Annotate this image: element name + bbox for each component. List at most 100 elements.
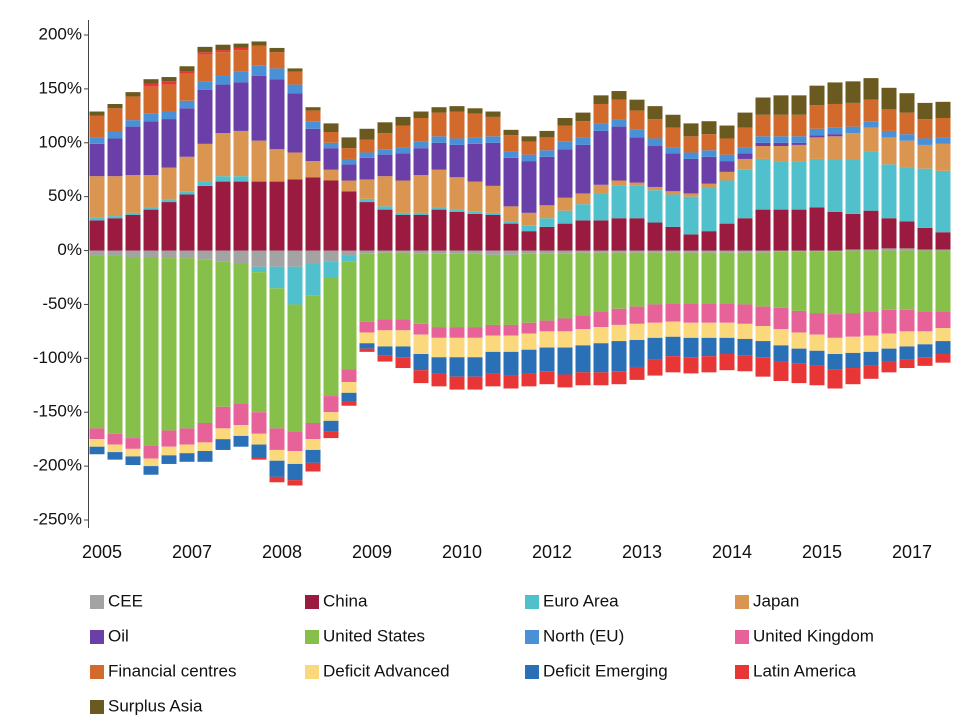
bar-segment <box>197 250 213 260</box>
bar-segment <box>197 181 213 186</box>
bar-segment <box>485 250 501 255</box>
bar-segment <box>521 161 537 213</box>
bar-segment <box>917 311 933 332</box>
bar-segment <box>161 446 177 456</box>
bar-segment <box>791 363 807 384</box>
bar-segment <box>809 250 825 252</box>
bar-segment <box>377 154 393 177</box>
bar-segment <box>665 303 681 322</box>
bar-segment <box>665 226 681 251</box>
bar-segment <box>755 250 771 253</box>
bar-segment <box>539 205 555 219</box>
bar-segment <box>341 180 357 192</box>
bar-segment <box>431 337 447 358</box>
bar-segment <box>485 254 501 325</box>
bar-segment <box>359 202 375 251</box>
bar-segment <box>881 248 897 251</box>
bar-segment <box>179 71 195 74</box>
bar-segment <box>881 164 897 219</box>
bar-segment <box>917 168 933 228</box>
bar-segment <box>539 150 555 157</box>
bar-segment <box>845 249 861 251</box>
bar-segment <box>449 376 465 390</box>
x-tick-label: 2012 <box>532 542 572 562</box>
bar-segment <box>521 322 537 334</box>
bar-segment <box>629 218 645 251</box>
bar-segment <box>575 121 591 138</box>
bar-segment <box>161 167 177 200</box>
bar-segment <box>881 348 897 362</box>
bar-segment <box>125 92 141 97</box>
bar-segment <box>305 449 321 463</box>
legend-label: China <box>323 591 368 610</box>
bar-segment <box>701 183 717 189</box>
bar-segment <box>755 136 771 143</box>
bar-segment <box>773 161 789 210</box>
bar-segment <box>305 295 321 423</box>
bar-segment <box>287 93 303 153</box>
bar-segment <box>881 218 897 249</box>
bar-segment <box>593 123 609 131</box>
bar-segment <box>287 250 303 267</box>
bar-segment <box>161 199 177 203</box>
bar-segment <box>359 321 375 333</box>
bar-segment <box>827 337 843 355</box>
bar-segment <box>269 266 285 289</box>
bar-segment <box>377 355 393 362</box>
bar-segment <box>215 439 231 450</box>
bar-segment <box>701 356 717 373</box>
bar-segment <box>395 250 411 253</box>
bar-segment <box>503 324 519 336</box>
bar-segment <box>881 309 897 334</box>
bar-segment <box>845 368 861 385</box>
bar-segment <box>935 137 951 144</box>
bar-segment <box>395 180 411 213</box>
bar-segment <box>629 99 645 111</box>
bar-segment <box>593 220 609 251</box>
bar-segment <box>755 252 771 307</box>
bar-segment <box>431 209 447 251</box>
bar-segment <box>593 311 609 328</box>
legend-swatch <box>735 595 749 609</box>
bar-segment <box>845 213 861 250</box>
bar-segment <box>899 359 915 369</box>
bar-segment <box>863 335 879 352</box>
bar-segment <box>251 272 267 413</box>
bar-segment <box>107 444 123 453</box>
bar-segment <box>611 185 627 219</box>
bar-segment <box>665 147 681 154</box>
bar-segment <box>557 141 573 150</box>
bar-segment <box>449 250 465 254</box>
bar-segment <box>395 319 411 331</box>
bar-segment <box>611 371 627 385</box>
bar-segment <box>521 136 537 142</box>
legend-swatch <box>525 665 539 679</box>
bar-segment <box>557 149 573 198</box>
bar-segment <box>359 179 375 199</box>
bar-segment <box>161 84 177 112</box>
bar-segment <box>179 453 195 462</box>
bar-segment <box>161 430 177 447</box>
bar-segment <box>521 253 537 323</box>
bar-segment <box>305 263 321 296</box>
bar-segment <box>377 149 393 155</box>
bar-segment <box>719 180 735 224</box>
bar-segment <box>197 81 213 90</box>
bar-segment <box>701 303 717 323</box>
bar-segment <box>611 341 627 372</box>
y-tick-label: -200% <box>33 456 82 475</box>
bar-segment <box>197 423 213 443</box>
bar-segment <box>899 167 915 222</box>
bar-segment <box>899 112 915 135</box>
bar-segment <box>557 197 573 211</box>
bar-segment <box>683 322 699 338</box>
bar-segment <box>665 336 681 357</box>
legend-swatch <box>525 595 539 609</box>
bar-segment <box>341 148 357 159</box>
bar-segment <box>179 250 195 259</box>
y-tick-label: -100% <box>33 348 82 367</box>
bar-segment <box>377 319 393 331</box>
bar-segment <box>665 191 681 195</box>
bar-segment <box>107 452 123 460</box>
bar-segment <box>503 206 519 222</box>
